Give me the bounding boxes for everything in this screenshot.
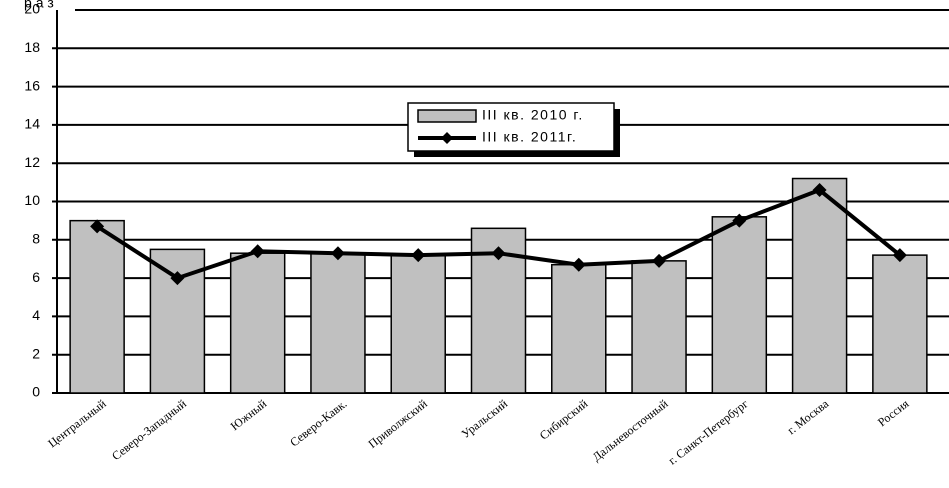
marker	[330, 246, 345, 261]
x-tick-label: Центральный	[45, 396, 109, 450]
y-tick-label: 6	[32, 269, 40, 285]
x-tick-label: Южный	[228, 396, 270, 433]
y-tick-label: 8	[32, 231, 40, 247]
y-tick-label: 18	[24, 39, 40, 55]
y-tick-label: 14	[24, 116, 40, 132]
x-tick-label: г. Санкт-Петербург	[666, 396, 751, 467]
marker	[652, 253, 667, 268]
bar	[229, 252, 286, 394]
legend-label: III кв. 2010 г.	[482, 107, 584, 123]
bar	[390, 254, 446, 394]
legend-marker	[441, 132, 453, 144]
marker	[491, 246, 506, 261]
bar	[872, 254, 928, 394]
bar	[711, 216, 768, 394]
legend-label: III кв. 2011г.	[482, 129, 577, 145]
marker	[571, 257, 586, 272]
marker	[892, 248, 907, 263]
x-tick-label: Северо-Кавк.	[287, 396, 349, 449]
marker	[732, 213, 747, 228]
marker	[250, 244, 265, 259]
y-tick-label: 20	[24, 1, 40, 17]
y-tick-label: 2	[32, 345, 40, 361]
y-tick-label: 12	[24, 154, 40, 170]
bar	[631, 260, 687, 394]
y-tick-label: 0	[32, 384, 40, 400]
y-tick-label: 4	[32, 307, 40, 323]
y-axis-label: раз	[24, 0, 58, 11]
marker	[170, 271, 185, 286]
x-tick-label: Дальневосточный	[590, 396, 671, 464]
bar	[791, 177, 848, 394]
bar	[310, 252, 366, 394]
x-tick-label: г. Москва	[785, 396, 832, 437]
bar	[551, 263, 607, 394]
x-tick-label: Россия	[875, 396, 912, 429]
marker	[90, 219, 105, 234]
legend-swatch	[417, 109, 477, 123]
x-tick-label: Уральский	[459, 396, 511, 441]
marker	[812, 183, 827, 198]
x-tick-label: Приволжский	[366, 396, 431, 451]
x-tick-label: Северо-Западный	[109, 396, 189, 463]
y-tick-label: 16	[24, 77, 40, 93]
x-tick-label: Сибирский	[537, 396, 591, 442]
y-tick-label: 10	[24, 192, 40, 208]
marker	[411, 248, 426, 263]
bar	[69, 219, 125, 394]
